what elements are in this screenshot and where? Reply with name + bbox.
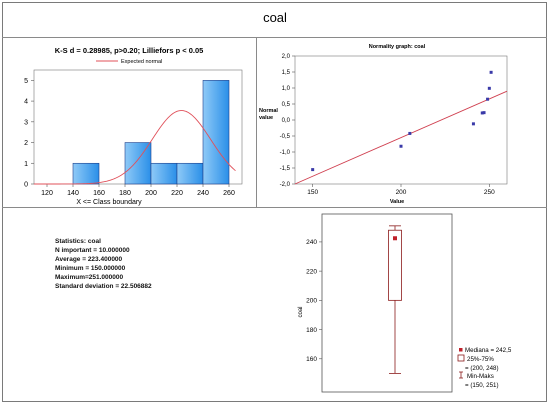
divider-vertical <box>256 37 257 207</box>
legend-iqr: 25%-75% <box>467 356 494 363</box>
normality-ytick-label: 1,0 <box>282 86 291 92</box>
normality-point <box>482 111 486 115</box>
expected-normal-curve <box>34 110 236 185</box>
box-median-marker <box>393 236 397 241</box>
legend-minmax-values: = (150, 251) <box>465 382 499 389</box>
histogram-ytick-label: 3 <box>24 119 28 126</box>
normality-ytick-label: 0,5 <box>282 102 291 108</box>
normality-point <box>489 70 493 74</box>
box-legend: Mediana = 242,5 25%-75% = (200, 248) Min… <box>457 347 512 389</box>
histogram-xtick-label: 260 <box>223 190 235 197</box>
box-ytick-label: 240 <box>306 239 317 246</box>
normality-fit-line <box>294 90 508 185</box>
histogram-bar <box>150 162 178 185</box>
normality-ylabel-line1: Normal <box>259 108 278 114</box>
histogram-xlabel: X <= Class boundary <box>76 199 142 206</box>
normality-point <box>486 97 490 101</box>
histogram-ytick-label: 5 <box>24 78 28 85</box>
normality-ylabel-line2: value <box>259 115 273 121</box>
stat-line-n: N important = 10.000000 <box>55 247 130 254</box>
normality-ytick-label: 0,0 <box>282 118 291 124</box>
legend-box-marker <box>457 354 465 362</box>
normality-point <box>311 168 315 172</box>
histogram-ytick-label: 2 <box>24 140 28 147</box>
legend-label-expected-normal: Expected normal <box>121 59 162 65</box>
box-iqr <box>388 229 402 301</box>
normality-xtick-label: 250 <box>484 189 495 196</box>
legend-minmax: Min-Maks <box>467 373 494 380</box>
stat-line-average: Average = 223.400000 <box>55 256 123 263</box>
legend-median: Mediana = 242,5 <box>465 347 512 354</box>
stat-line-title: Statistics: coal <box>55 238 101 245</box>
histogram-ytick-label: 0 <box>24 182 28 189</box>
histogram-ytick-label: 1 <box>24 161 28 168</box>
histogram-bar <box>202 80 230 185</box>
divider-top <box>2 37 547 38</box>
stat-line-maximum: Maximum=251.000000 <box>55 274 124 281</box>
histogram-xtick-label: 220 <box>171 190 183 197</box>
figure-frame <box>2 2 547 402</box>
normality-point <box>480 111 484 115</box>
divider-middle <box>2 207 547 208</box>
normality-point <box>487 86 491 90</box>
box-plot-frame <box>321 213 453 393</box>
normality-plot: Normality graph: coal Normal value Value… <box>259 44 508 205</box>
normality-ytick-label: 1,5 <box>282 70 291 76</box>
box-ytick-label: 220 <box>306 268 317 275</box>
normality-ytick-label: -1,5 <box>280 166 291 172</box>
normality-point <box>399 144 403 148</box>
legend-iqr-values: = (200, 248) <box>465 365 499 372</box>
normality-plot-area <box>294 55 508 185</box>
normality-ytick-label: -0,5 <box>280 134 291 140</box>
histogram-bar <box>72 162 100 185</box>
normality-xtick-label: 200 <box>396 189 407 196</box>
histogram-xtick-label: 160 <box>93 190 105 197</box>
histogram-xtick-label: 120 <box>41 190 53 197</box>
normality-point <box>471 122 475 126</box>
legend-median-marker <box>459 348 463 352</box>
normality-xtick-label: 150 <box>307 189 318 196</box>
normality-point <box>408 131 412 135</box>
box-ytick-label: 180 <box>306 327 317 334</box>
histogram-chart: K-S d = 0.28985, p>0.20; Lilliefors p < … <box>24 46 243 206</box>
histogram-bar <box>176 162 204 185</box>
histogram-title: K-S d = 0.28985, p>0.20; Lilliefors p < … <box>55 46 204 55</box>
normality-ytick-label: -2,0 <box>280 182 291 188</box>
histogram-ytick-label: 4 <box>24 99 28 106</box>
histogram-xtick-label: 200 <box>145 190 157 197</box>
normality-title: Normality graph: coal <box>369 44 426 50</box>
stat-line-sd: Standard deviation = 22.506882 <box>55 283 152 290</box>
histogram-xtick-label: 140 <box>67 190 79 197</box>
histogram-xtick-label: 240 <box>197 190 209 197</box>
histogram-bar <box>124 142 152 185</box>
box-ylabel: coal <box>298 306 304 317</box>
histogram-legend: Expected normal <box>96 59 162 65</box>
normality-ytick-label: 2,0 <box>282 54 291 60</box>
stat-line-minimum: Minimum = 150.000000 <box>55 265 126 272</box>
box-ytick-label: 200 <box>306 298 317 305</box>
normality-ytick-label: -1,0 <box>280 150 291 156</box>
normality-xlabel: Value <box>390 199 404 205</box>
histogram-xtick-label: 180 <box>119 190 131 197</box>
page-title: coal <box>263 10 287 25</box>
statistics-block: Statistics: coal N important = 10.000000… <box>55 237 152 291</box>
box-plot: coal 160 180 200 220 240 Mediana = 242,5 25%… <box>298 213 512 393</box>
box-ytick-label: 160 <box>306 356 317 363</box>
